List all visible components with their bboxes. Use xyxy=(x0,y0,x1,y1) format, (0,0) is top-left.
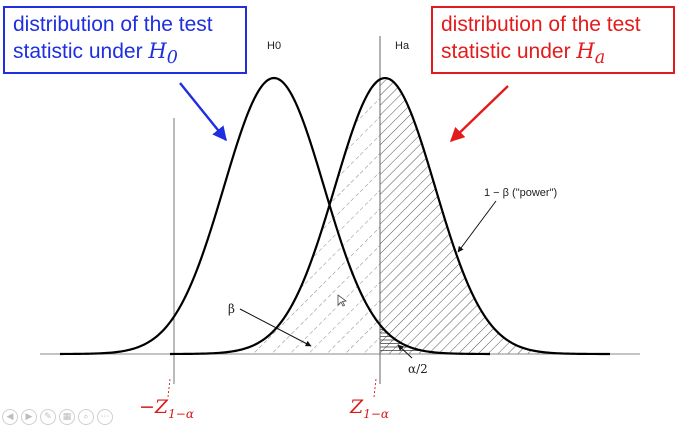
h0-callout-subscript: 0 xyxy=(166,48,178,69)
right-critical-value-label: Z1−α xyxy=(350,396,389,421)
ha-distribution-curve xyxy=(170,76,610,356)
right-critical-var: Z xyxy=(350,396,364,418)
zoom-icon[interactable]: ⌕ xyxy=(78,409,94,425)
h0-peak-label: H0 xyxy=(267,40,281,52)
ha-callout-arrow xyxy=(449,85,509,142)
ha-callout-text: distribution of the test statistic under xyxy=(441,13,641,63)
power-region xyxy=(380,78,600,354)
beta-pointer-arrow xyxy=(239,308,312,347)
beta-label: β xyxy=(228,302,235,316)
previous-slide-icon[interactable]: ◀ xyxy=(2,409,18,425)
left-critical-var: Z xyxy=(154,396,169,418)
left-critical-prefix: − xyxy=(139,396,155,418)
left-critical-sub: 1−α xyxy=(168,406,194,421)
h0-callout-box: distribution of the test statistic under… xyxy=(3,6,247,74)
slideshow-toolbar: ◀ ▶ ✎ ▦ ⌕ ⋯ xyxy=(2,409,113,425)
pen-icon[interactable]: ✎ xyxy=(40,409,56,425)
next-slide-icon[interactable]: ▶ xyxy=(21,409,37,425)
ha-callout-box: distribution of the test statistic under… xyxy=(431,6,675,74)
left-critical-value-label: −Z1−α xyxy=(139,396,194,421)
right-critical-sub: 1−α xyxy=(363,406,389,421)
power-label: 1 − β ("power") xyxy=(484,187,557,199)
right-critical-tick-arrow xyxy=(373,378,377,398)
more-options-icon[interactable]: ⋯ xyxy=(97,409,113,425)
slides-grid-icon[interactable]: ▦ xyxy=(59,409,75,425)
left-critical-tick-arrow xyxy=(167,378,171,398)
mouse-cursor-icon xyxy=(337,294,348,307)
alpha-half-label: α/2 xyxy=(408,362,428,376)
ha-peak-label: Ha xyxy=(395,40,410,52)
h0-callout-arrow xyxy=(179,82,227,142)
h0-callout-text: distribution of the test statistic under xyxy=(13,13,213,63)
ha-callout-symbol: H xyxy=(576,39,595,63)
h0-callout-symbol: H xyxy=(148,39,167,63)
ha-callout-subscript: a xyxy=(594,48,606,69)
power-pointer-arrow xyxy=(457,200,497,253)
h0-distribution-curve xyxy=(60,76,491,356)
alpha-pointer-arrow xyxy=(397,344,413,359)
beta-region xyxy=(200,79,380,354)
